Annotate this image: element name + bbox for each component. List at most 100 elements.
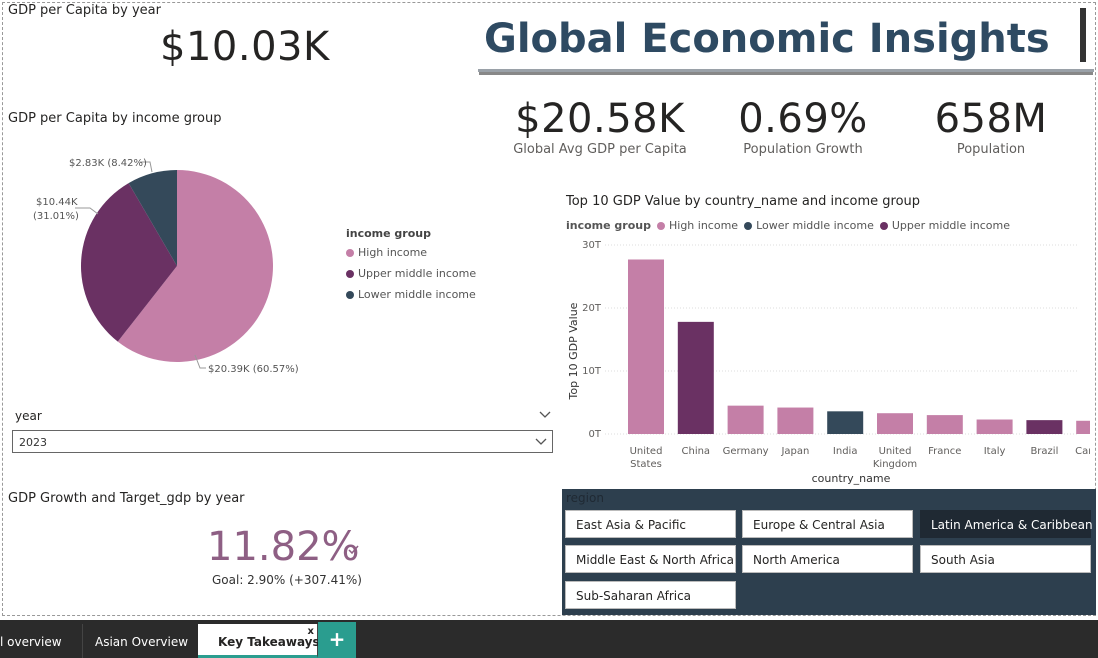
region-slicer-title: region [566,491,604,505]
region-button-latin-america-caribbean[interactable]: Latin America & Caribbean [920,510,1093,538]
legend-label: High income [669,219,739,232]
chevron-down-icon[interactable] [538,410,552,420]
bar-y-tick-label: 30T [582,240,602,251]
bar-legend-item-high-income[interactable]: High income [657,219,738,232]
region-button-east-asia-pacific[interactable]: East Asia & Pacific [565,510,736,538]
legend-item-upper-middle-income[interactable]: Upper middle income [346,267,476,280]
pie-slice-upper-middle-income[interactable] [81,183,177,342]
pie-legend-title: income group [346,227,431,240]
pie-slice-lower-middle-income[interactable] [128,170,177,266]
bar-legend-item-lower-middle-income[interactable]: Lower middle income [744,219,874,232]
kpi-value: 658M [934,96,1048,142]
region-button-middle-east-north-africa[interactable]: Middle East & North Africa [565,545,736,573]
bar-x-tick-label: States [630,459,662,470]
banner-title: Global Economic Insights [484,16,1050,62]
chevron-down-icon [535,438,547,445]
legend-label: High income [358,246,428,259]
bar-united-kingdom[interactable] [877,413,913,434]
pie-legend: income group High income Upper middle in… [346,227,476,301]
bar-x-tick-label: India [833,446,858,457]
bar-legend-item-upper-middle-income[interactable]: Upper middle income [879,219,1011,232]
title-banner: Global Economic Insights [478,6,1094,72]
region-button-europe-central-asia[interactable]: Europe & Central Asia [742,510,913,538]
legend-label: Lower middle income [358,288,476,301]
bar-x-tick-label: Germany [723,446,769,457]
legend-label: Upper middle income [358,267,477,280]
year-slicer-dropdown[interactable]: 2023 [12,430,553,453]
bar-y-axis-title: Top 10 GDP Value [567,302,580,400]
legend-label: Lower middle income [756,219,874,232]
bar-x-axis-title: country_name [812,472,891,485]
region-slicer: region East Asia & Pacific Europe & Centr… [562,489,1096,615]
bar-chart-title: Top 10 GDP Value by country_name and inc… [566,194,921,209]
year-slicer-label: year [15,409,42,423]
tab-key-takeaways[interactable]: Key Takeaways x [198,624,320,658]
kpi-value: $20.58K [515,96,685,142]
region-button-south-asia[interactable]: South Asia [920,545,1091,573]
region-button-sub-saharan-africa[interactable]: Sub-Saharan Africa [565,581,736,609]
bar-united-states[interactable] [628,259,664,434]
kpi-label: Population [956,142,1026,157]
bar-x-tick-label: Italy [984,446,1006,457]
banner-accent-bar [1080,8,1086,62]
legend-dot [346,290,354,299]
pie-label-lower-middle: $2.83K (8.42%) [69,158,147,169]
close-icon[interactable]: x [307,626,314,637]
bar-legend-title: income group [566,219,651,232]
bar-x-tick-label: China [682,446,711,457]
report-frame [2,2,1096,616]
tab-overview[interactable]: l overview [0,624,83,658]
legend-item-lower-middle-income[interactable]: Lower middle income [346,288,476,301]
year-slicer-value: 2023 [19,436,47,449]
kpi-global-avg-gdp[interactable]: $20.58K Global Avg GDP per Capita [505,96,695,157]
bar-germany[interactable] [727,405,764,434]
bar-y-tick-label: 0T [589,429,602,440]
legend-dot [346,269,354,278]
legend-dot [657,221,665,230]
bar-italy[interactable] [976,419,1013,434]
kpi-value: 0.69% [738,96,868,142]
pie-chart-title: GDP per Capita by income group [8,111,222,126]
add-tab-button[interactable]: + [318,622,356,658]
bar-x-tick-label: United [879,446,912,457]
bar-x-tick-label: France [928,446,961,457]
pie-label-high: $20.39K (60.57%) [208,364,299,375]
bar-chart[interactable]: 0T 10T 20T 30T United States China Germany Japa… [560,236,1090,488]
bar-japan[interactable] [777,407,814,434]
pie-label-upper-middle-line2: (31.01%) [33,211,79,222]
tab-label: Key Takeaways [218,635,320,649]
region-button-north-america[interactable]: North America [742,545,913,573]
kpi-population[interactable]: 658M Population [905,96,1077,157]
bar-france[interactable] [926,415,963,434]
legend-label: Upper middle income [891,219,1011,232]
bar-legend: income group High income Lower middle in… [566,219,1010,232]
gdp-year-card-value: $10.03K [160,24,330,70]
report-canvas: GDP per Capita by year $10.03K Global Ec… [0,2,1096,616]
gauge-card-value: 11.82% [207,524,360,570]
bar-x-tick-label: Kingdom [873,459,917,470]
bar-canada[interactable] [1076,420,1090,434]
pie-leader-upper [75,207,99,215]
pie-leader-lower [140,161,153,173]
gdp-year-card-title: GDP per Capita by year [8,3,161,18]
kpi-population-growth[interactable]: 0.69% Population Growth [713,96,893,157]
bar-x-tick-label: Canada [1075,446,1090,457]
legend-dot [346,248,354,257]
pie-slice-high-income[interactable] [117,170,273,362]
gauge-card-goal: Goal: 2.90% (+307.41%) [212,573,362,587]
bar-y-tick-label: 20T [582,303,602,314]
pie-label-upper-middle-line1: $10.44K [36,197,78,208]
bar-y-tick-label: 10T [582,366,602,377]
tab-asian-overview[interactable]: Asian Overview [75,624,210,658]
tab-label: Asian Overview [95,635,189,649]
tab-label: l overview [0,635,62,649]
pie-chart[interactable]: $2.83K (8.42%) $10.44K (31.01%) $20.39K … [0,130,480,400]
bar-india[interactable] [827,411,864,434]
bar-china[interactable] [677,321,714,434]
legend-item-high-income[interactable]: High income [346,246,476,259]
legend-dot [744,221,753,230]
bar-x-tick-label: United [630,446,663,457]
kpi-label: Population Growth [743,142,863,157]
bar-brazil[interactable] [1026,420,1063,434]
legend-dot [879,221,888,230]
